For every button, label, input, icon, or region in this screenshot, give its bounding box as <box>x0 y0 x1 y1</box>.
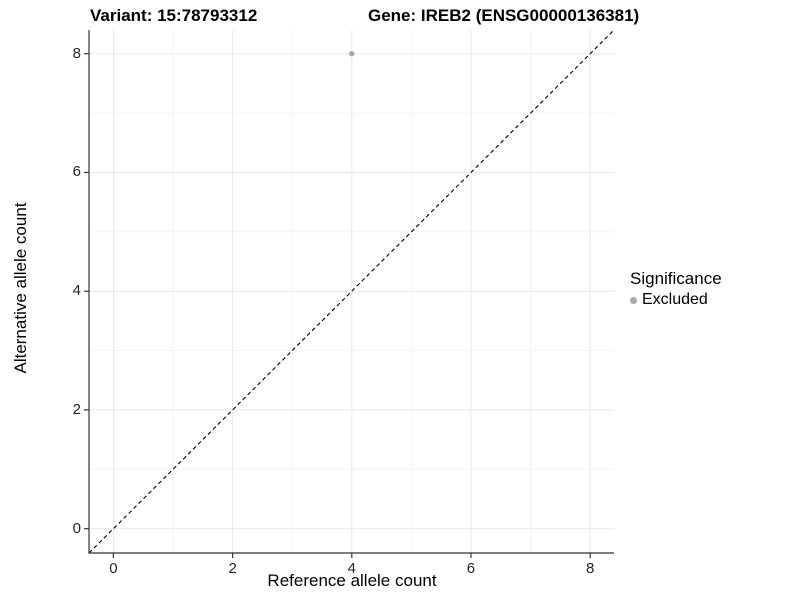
legend-item-label: Excluded <box>642 291 708 308</box>
x-axis-title: Reference allele count <box>267 571 437 590</box>
identity-dashed-line <box>88 29 615 554</box>
legend-item-excluded: Excluded <box>630 291 722 309</box>
x-tick-label: 8 <box>585 560 595 577</box>
excluded-point-icon <box>630 296 637 304</box>
x-tick-label: 2 <box>228 560 237 577</box>
legend: Significance Excluded <box>630 269 722 309</box>
legend-title: Significance <box>630 269 722 288</box>
variant-title: Variant: 15:78793312 <box>90 6 258 25</box>
y-tick-label: 4 <box>72 282 81 300</box>
y-axis-title: Alternative allele count <box>11 202 30 374</box>
y-tick-label: 8 <box>72 44 81 62</box>
x-tick-label: 0 <box>109 560 118 577</box>
y-tick-label: 6 <box>72 163 81 181</box>
gene-title: Gene: IREB2 (ENSG00000136381) <box>368 6 640 25</box>
y-tick-label: 0 <box>72 519 81 537</box>
x-tick-label: 6 <box>466 560 476 577</box>
x-tick-label: 4 <box>347 560 356 577</box>
y-tick-label: 2 <box>72 400 81 418</box>
data-point <box>349 51 355 57</box>
